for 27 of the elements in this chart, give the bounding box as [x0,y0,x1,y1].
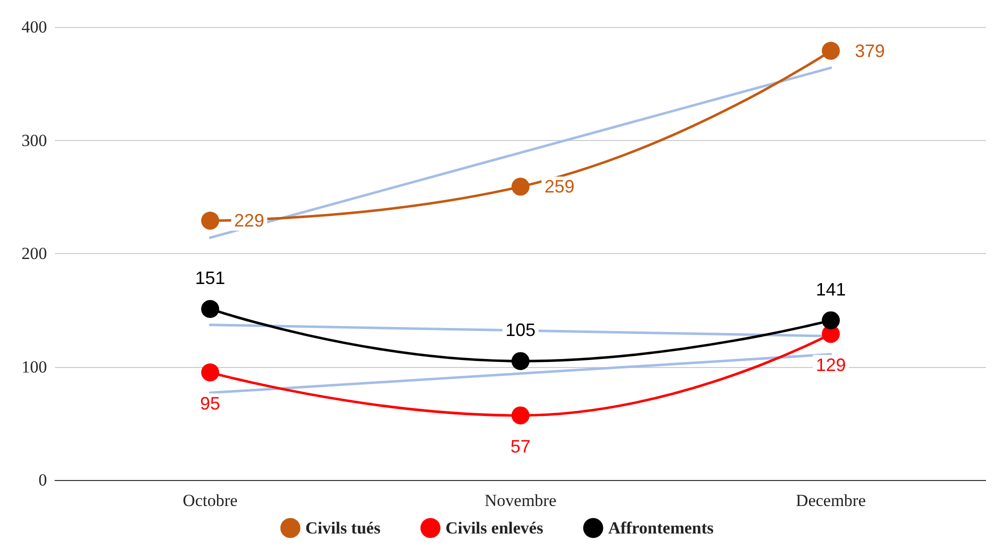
point [201,212,220,230]
y-tick-label: 400 [22,18,47,36]
legend-label: Civils enlevés [445,518,544,538]
data-label: 259 [544,176,575,197]
data-label: 141 [816,279,846,300]
point [822,42,840,60]
data-label: 229 [234,210,264,231]
legend-label: Affrontements [608,518,714,538]
data-label: 95 [200,393,220,414]
y-tick-label: 100 [22,357,47,376]
x-tick-label: Novembre [484,491,556,510]
data-label: 151 [195,268,226,288]
x-tick-label: Octobre [182,491,238,510]
data-label: 129 [816,354,846,375]
y-tick-label: 200 [22,244,47,263]
point [512,406,530,424]
point [201,300,220,318]
data-label: 379 [854,40,885,61]
x-tick-label: Decembre [796,491,866,510]
point [201,363,220,382]
point [512,352,530,370]
y-tick-label: 0 [38,470,47,490]
data-label: 57 [510,436,531,456]
legend-label: Civils tués [305,518,381,538]
y-tick-label: 300 [22,130,47,150]
point [512,178,530,196]
point [822,311,840,330]
